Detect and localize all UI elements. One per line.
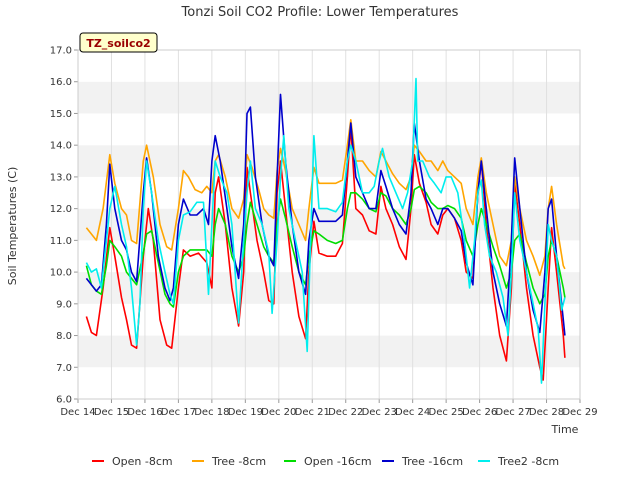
legend-label: Open -8cm — [112, 455, 173, 468]
x-tick-label: Dec 17 — [161, 407, 196, 418]
x-tick-label: Dec 21 — [295, 407, 330, 418]
x-tick-label: Dec 20 — [261, 407, 296, 418]
y-tick-label: 7.0 — [56, 363, 72, 374]
plot-band — [78, 208, 580, 241]
y-tick-label: 13.0 — [50, 172, 72, 183]
x-tick-label: Dec 22 — [328, 407, 363, 418]
plot-band — [78, 81, 580, 114]
chart-title: Tonzi Soil CO2 Profile: Lower Temperatur… — [181, 5, 459, 20]
x-tick-label: Dec 28 — [529, 407, 564, 418]
legend-label: Tree -16cm — [401, 455, 463, 468]
y-tick-label: 12.0 — [50, 204, 72, 215]
y-tick-label: 6.0 — [56, 395, 72, 406]
y-tick-label: 14.0 — [50, 141, 72, 152]
y-tick-label: 8.0 — [56, 331, 72, 342]
x-tick-label: Dec 23 — [362, 407, 397, 418]
y-axis-ticks: 6.0 7.0 8.0 9.0 10.0 11.0 12.0 13.0 14.0 15.0 16.0… — [50, 46, 78, 406]
legend-label: Open -16cm — [304, 455, 372, 468]
y-tick-label: 16.0 — [50, 77, 72, 88]
tz-badge: TZ_soilco2 — [79, 32, 158, 53]
x-tick-label: Dec 24 — [395, 407, 430, 418]
badge-box — [79, 32, 158, 53]
legend-label: Tree -8cm — [211, 455, 266, 468]
plot-frame — [77, 49, 581, 400]
y-axis-label: Soil Temperatures (C) — [6, 167, 19, 286]
plot-band — [78, 335, 580, 368]
series-line-tree-16cm — [85, 93, 566, 336]
y-tick-label: 10.0 — [50, 268, 72, 279]
x-tick-label: Dec 25 — [429, 407, 464, 418]
legend: Open -8cm Tree -8cm Open -16cm Tree -16cm Tr… — [92, 455, 559, 468]
series-line-tree-8cm — [85, 119, 566, 277]
legend-label: Tree2 -8cm — [497, 455, 559, 468]
x-tick-label: Dec 27 — [495, 407, 530, 418]
x-axis-label: Time — [551, 423, 579, 436]
badge-label: TZ_soilco2 — [86, 37, 150, 50]
y-tick-label: 11.0 — [50, 236, 72, 247]
x-tick-label: Dec 18 — [194, 407, 229, 418]
series-line-tree2-8cm — [85, 77, 566, 384]
y-tick-label: 15.0 — [50, 109, 72, 120]
y-tick-label: 9.0 — [56, 299, 72, 310]
plot-band — [78, 113, 580, 146]
y-tick-label: 17.0 — [50, 46, 72, 57]
x-tick-label: Dec 26 — [462, 407, 497, 418]
x-tick-label: Dec 19 — [228, 407, 263, 418]
plot-background — [78, 50, 580, 399]
plot-band — [78, 176, 580, 209]
series-line-open-8cm — [85, 125, 566, 381]
x-tick-label: Dec 14 — [60, 407, 95, 418]
series-lines — [85, 77, 566, 384]
plot-band — [78, 145, 580, 177]
x-tick-label: Dec 16 — [127, 407, 162, 418]
x-tick-label: Dec 15 — [94, 407, 129, 418]
plot-band — [78, 272, 580, 304]
plot-band — [78, 367, 580, 399]
x-tick-label: Dec 29 — [562, 407, 597, 418]
plot-band — [78, 50, 580, 82]
